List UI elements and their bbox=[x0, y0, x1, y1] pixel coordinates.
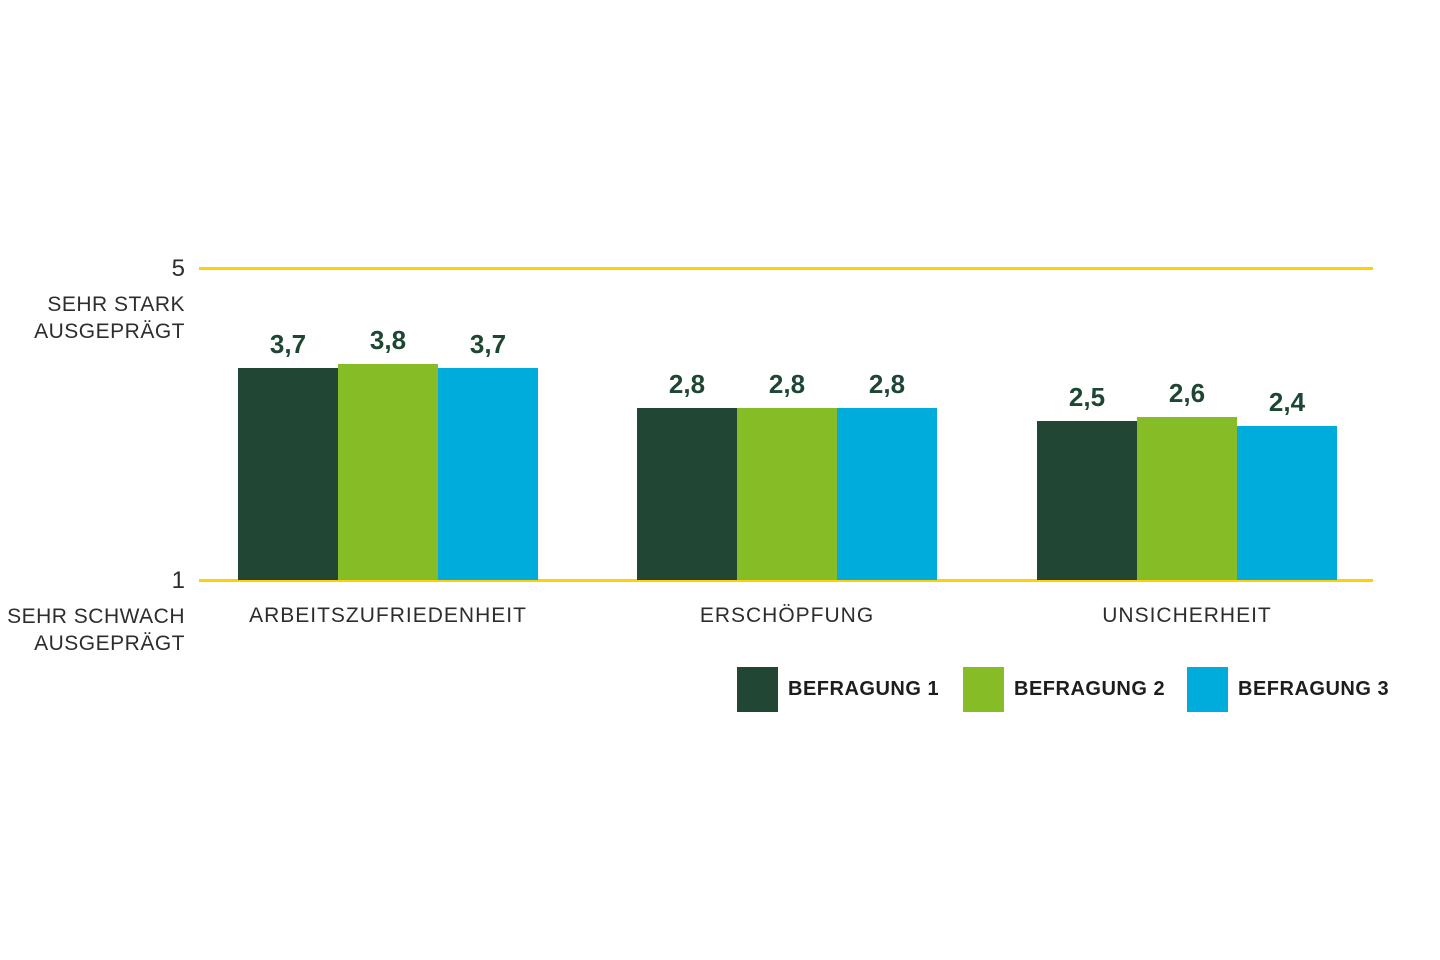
gridline-min bbox=[199, 579, 1373, 582]
bar-value-label-befragung-3-unsicherheit: 2,4 bbox=[1268, 387, 1306, 417]
legend-swatch-befragung-2 bbox=[963, 667, 1004, 712]
bar-value-label-befragung-1-erschoepfung: 2,8 bbox=[668, 369, 706, 399]
bar-befragung-3-erschoepfung bbox=[837, 408, 937, 580]
legend-label-befragung-1: BEFRAGUNG 1 bbox=[788, 678, 940, 700]
y-axis-min-label-line2: AUSGEPRÄGT bbox=[34, 632, 185, 655]
y-axis-max-tick: 5 bbox=[171, 255, 185, 282]
y-axis-max-label: SEHR STARK AUSGEPRÄGT bbox=[0, 291, 185, 345]
bar-befragung-3-arbeitszufriedenheit bbox=[438, 368, 538, 580]
legend-swatch-befragung-1 bbox=[737, 667, 778, 712]
bar-value-label-befragung-1-unsicherheit: 2,5 bbox=[1068, 382, 1106, 412]
bar-befragung-1-erschoepfung bbox=[637, 408, 737, 580]
bar-befragung-1-arbeitszufriedenheit bbox=[238, 368, 338, 580]
bar-befragung-2-unsicherheit bbox=[1137, 417, 1237, 580]
bar-value-label-befragung-2-arbeitszufriedenheit: 3,8 bbox=[369, 325, 407, 355]
bar-value-label-befragung-1-arbeitszufriedenheit: 3,7 bbox=[269, 329, 307, 359]
bar-value-label-befragung-2-erschoepfung: 2,8 bbox=[768, 369, 806, 399]
y-axis-max-label-line1: SEHR STARK bbox=[47, 293, 185, 316]
bar-befragung-2-arbeitszufriedenheit bbox=[338, 364, 438, 580]
bar-befragung-3-unsicherheit bbox=[1237, 426, 1337, 580]
category-label-unsicherheit: UNSICHERHEIT bbox=[1102, 604, 1272, 627]
category-label-arbeitszufriedenheit: ARBEITSZUFRIEDENHEIT bbox=[249, 604, 527, 627]
y-axis-min-label-line1: SEHR SCHWACH bbox=[7, 605, 185, 628]
bar-befragung-1-unsicherheit bbox=[1037, 421, 1137, 580]
legend-label-befragung-2: BEFRAGUNG 2 bbox=[1014, 678, 1166, 700]
bar-value-label-befragung-3-erschoepfung: 2,8 bbox=[868, 369, 906, 399]
bar-value-label-befragung-2-unsicherheit: 2,6 bbox=[1168, 378, 1206, 408]
bar-befragung-2-erschoepfung bbox=[737, 408, 837, 580]
category-label-erschoepfung: ERSCHÖPFUNG bbox=[699, 604, 875, 627]
y-axis-min-tick: 1 bbox=[171, 567, 185, 594]
legend-swatch-befragung-3 bbox=[1187, 667, 1228, 712]
gridline-max bbox=[199, 267, 1373, 270]
y-axis-min-label: SEHR SCHWACH AUSGEPRÄGT bbox=[0, 603, 185, 657]
legend-label-befragung-3: BEFRAGUNG 3 bbox=[1238, 678, 1390, 700]
plot-area: 3,7 2,8 2,5 3,8 2,8 2,6 3,7 2,8 2,4 bbox=[199, 268, 1373, 580]
bar-value-label-befragung-3-arbeitszufriedenheit: 3,7 bbox=[469, 329, 507, 359]
y-axis-max-label-line2: AUSGEPRÄGT bbox=[34, 320, 185, 343]
